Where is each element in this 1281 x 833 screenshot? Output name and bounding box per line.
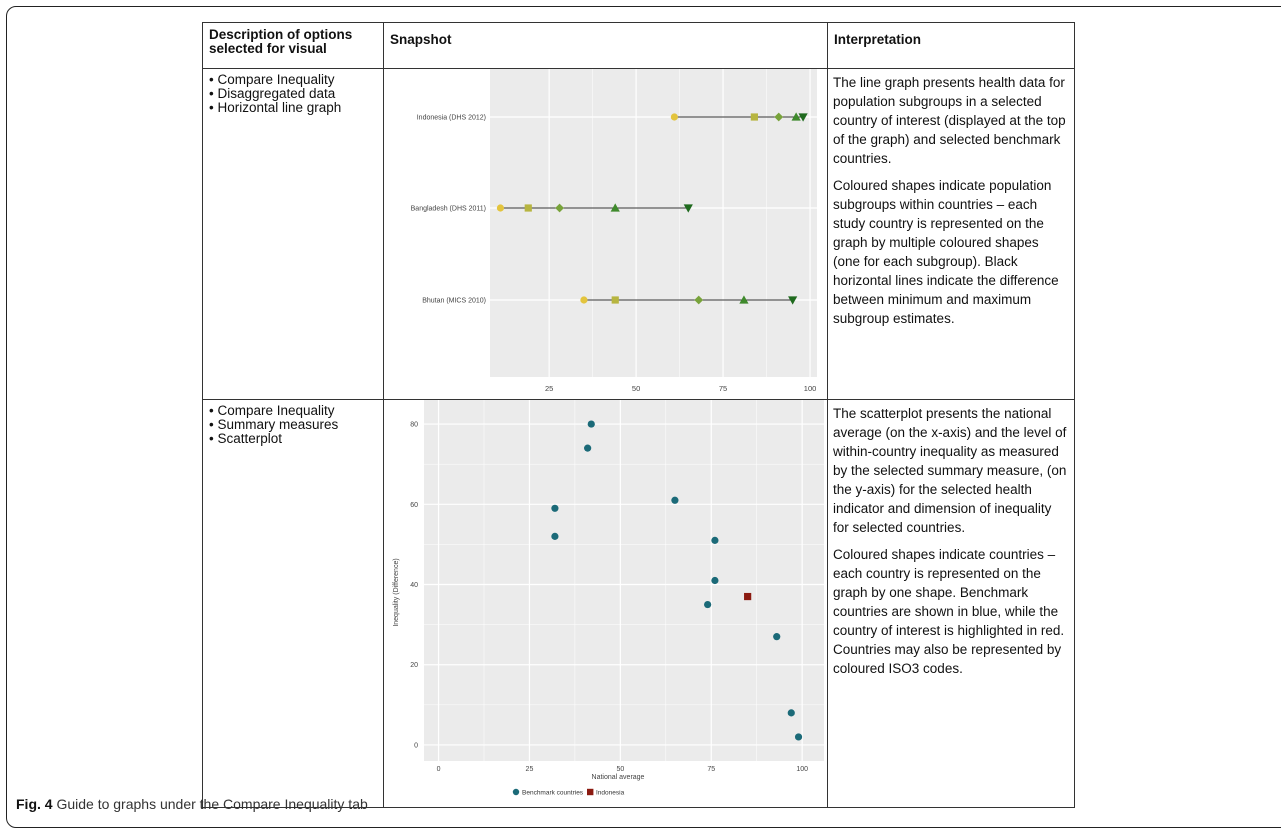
interpretation-header: Interpretation xyxy=(827,22,1075,69)
plot-panel xyxy=(424,400,824,761)
data-point xyxy=(773,633,781,641)
options-cell: Compare Inequality Summary measures Scat… xyxy=(202,399,384,808)
option-item: Disaggregated data xyxy=(209,87,383,101)
data-point xyxy=(694,295,704,305)
table-row: Compare Inequality Summary measures Scat… xyxy=(202,399,1075,808)
table-row: Compare Inequality Disaggregated data Ho… xyxy=(202,68,1075,400)
legend-label: Benchmark countries xyxy=(522,790,584,797)
x-tick-label: 0 xyxy=(437,766,441,773)
legend-key xyxy=(587,788,594,796)
options-header: Description of options selected for visu… xyxy=(202,22,384,69)
caption-text: Guide to graphs under the Compare Inequa… xyxy=(52,796,368,812)
y-axis-label: Inequality (Difference) xyxy=(393,558,400,626)
data-point xyxy=(670,113,678,121)
data-point xyxy=(750,113,758,121)
interpretation-paragraph: The line graph presents health data for … xyxy=(833,75,1066,166)
option-item: Horizontal line graph xyxy=(209,101,383,115)
data-point xyxy=(711,576,719,585)
y-tick-label: 60 xyxy=(410,502,418,509)
data-point xyxy=(791,112,801,121)
y-tick-label: Indonesia (DHS 2012) xyxy=(417,115,486,122)
data-point xyxy=(524,204,532,212)
options-cell: Compare Inequality Disaggregated data Ho… xyxy=(202,68,384,400)
scatterplot: 0 25 50 75 100 0 20 40 60 80 National average Inequ… xyxy=(393,400,824,797)
data-point xyxy=(704,600,712,609)
data-point xyxy=(739,295,749,304)
data-point xyxy=(788,296,798,305)
y-tick-label: 80 xyxy=(410,422,418,429)
line-graph: 25 50 75 100 Indonesia (DHS 2012) Bangladesh … xyxy=(411,69,817,393)
x-tick-label: 75 xyxy=(707,766,715,773)
interpretation-paragraph: Coloured shapes indicate countries – eac… xyxy=(833,547,1065,676)
y-tick-label: 40 xyxy=(410,582,418,589)
guide-table: Description of options selected for visu… xyxy=(202,22,1075,808)
legend-key xyxy=(512,788,520,796)
data-point xyxy=(580,296,588,304)
data-point xyxy=(611,296,619,304)
figure-frame xyxy=(6,6,1281,828)
x-tick-label: 100 xyxy=(804,384,817,393)
x-tick-label: 75 xyxy=(719,384,727,393)
header-row: Description of options selected for visu… xyxy=(202,22,1075,69)
data-point xyxy=(555,203,564,213)
data-point xyxy=(584,444,592,452)
data-point-interest xyxy=(744,592,752,601)
option-item: Compare Inequality xyxy=(209,404,383,418)
snapshot-header: Snapshot xyxy=(383,22,828,69)
y-tick-label: Bhutan (MICS 2010) xyxy=(422,298,486,305)
data-point xyxy=(551,504,559,512)
figure-caption: Fig. 4 Guide to graphs under the Compare… xyxy=(16,796,368,812)
figure-label: Fig. 4 xyxy=(16,796,53,812)
data-point xyxy=(587,420,595,428)
data-point xyxy=(798,113,808,122)
data-point xyxy=(671,496,679,504)
x-tick-label: 50 xyxy=(616,766,624,773)
data-point xyxy=(610,203,620,212)
data-point xyxy=(711,536,719,544)
data-point xyxy=(551,532,559,540)
interpretation-paragraph: The scatterplot presents the national av… xyxy=(833,406,1067,535)
x-tick-label: 100 xyxy=(796,766,808,773)
snapshot-cell: 25 50 75 100 Indonesia (DHS 2012) Bangladesh … xyxy=(383,68,828,400)
x-tick-label: 50 xyxy=(632,384,640,393)
option-item: Scatterplot xyxy=(209,432,383,446)
interpretation-cell: The scatterplot presents the national av… xyxy=(827,399,1075,808)
snapshot-cell: 0 25 50 75 100 0 20 40 60 80 National average Inequ… xyxy=(383,399,828,808)
y-tick-label: Bangladesh (DHS 2011) xyxy=(411,206,486,213)
option-item: Summary measures xyxy=(209,418,383,432)
x-axis-label: National average xyxy=(592,774,645,781)
option-item: Compare Inequality xyxy=(209,73,383,87)
data-point xyxy=(774,112,784,122)
y-tick-label: 20 xyxy=(410,662,418,669)
y-tick-label: 0 xyxy=(414,742,418,749)
legend-label: Indonesia xyxy=(596,790,625,797)
data-point xyxy=(496,204,505,212)
data-point xyxy=(787,709,795,717)
interpretation-cell: The line graph presents health data for … xyxy=(827,68,1075,400)
data-point xyxy=(794,733,803,741)
x-tick-label: 25 xyxy=(526,766,534,773)
x-tick-label: 25 xyxy=(545,384,553,393)
plot-panel xyxy=(490,69,817,377)
data-point xyxy=(683,204,693,213)
interpretation-paragraph: Coloured shapes indicate population subg… xyxy=(833,178,1059,326)
